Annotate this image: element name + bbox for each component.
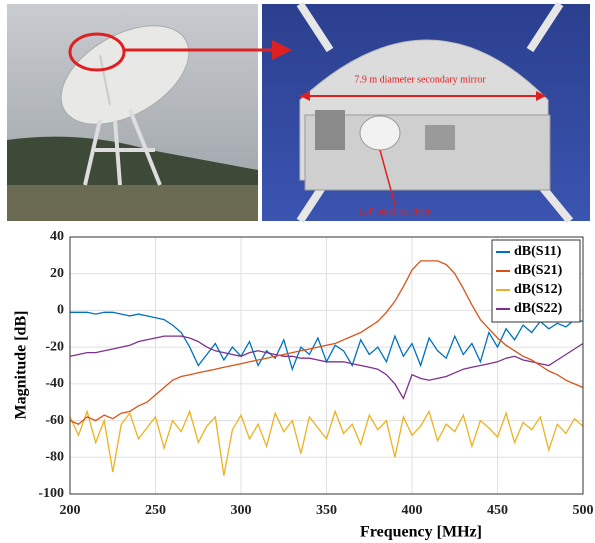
y-tick-label: 40 [50, 229, 64, 244]
legend-label: dB(S11) [514, 244, 562, 259]
x-tick-label: 250 [145, 503, 166, 518]
y-tick-label: -80 [45, 450, 64, 465]
y-tick-label: 20 [50, 266, 64, 281]
figure: 7.9 m diameter secondary mirror L-P band… [0, 0, 595, 543]
y-tick-label: -40 [45, 376, 64, 391]
x-axis-label: Frequency [MHz] [360, 524, 482, 541]
y-tick-label: -60 [45, 413, 64, 428]
y-tick-label: -100 [38, 486, 64, 501]
annotation: 7.9 m diameter secondary mirror [354, 74, 486, 85]
x-tick-label: 350 [316, 503, 337, 518]
y-axis-label: Magnitude [dB] [13, 311, 30, 420]
legend-label: dB(S22) [514, 301, 563, 316]
x-tick-label: 450 [487, 503, 508, 518]
x-tick-label: 500 [573, 503, 594, 518]
x-tick-label: 200 [60, 503, 81, 518]
y-tick-label: 0 [57, 303, 64, 318]
y-tick-label: -20 [45, 339, 64, 354]
mirror-photo: 7.9 m diameter secondary mirror L-P band… [262, 4, 590, 221]
x-tick-label: 400 [402, 503, 423, 518]
legend-label: dB(S21) [514, 263, 563, 278]
telescope-photo [7, 4, 258, 221]
legend-label: dB(S12) [514, 282, 563, 297]
x-tick-label: 300 [231, 503, 252, 518]
annotation: L-P band receiver [359, 206, 431, 217]
